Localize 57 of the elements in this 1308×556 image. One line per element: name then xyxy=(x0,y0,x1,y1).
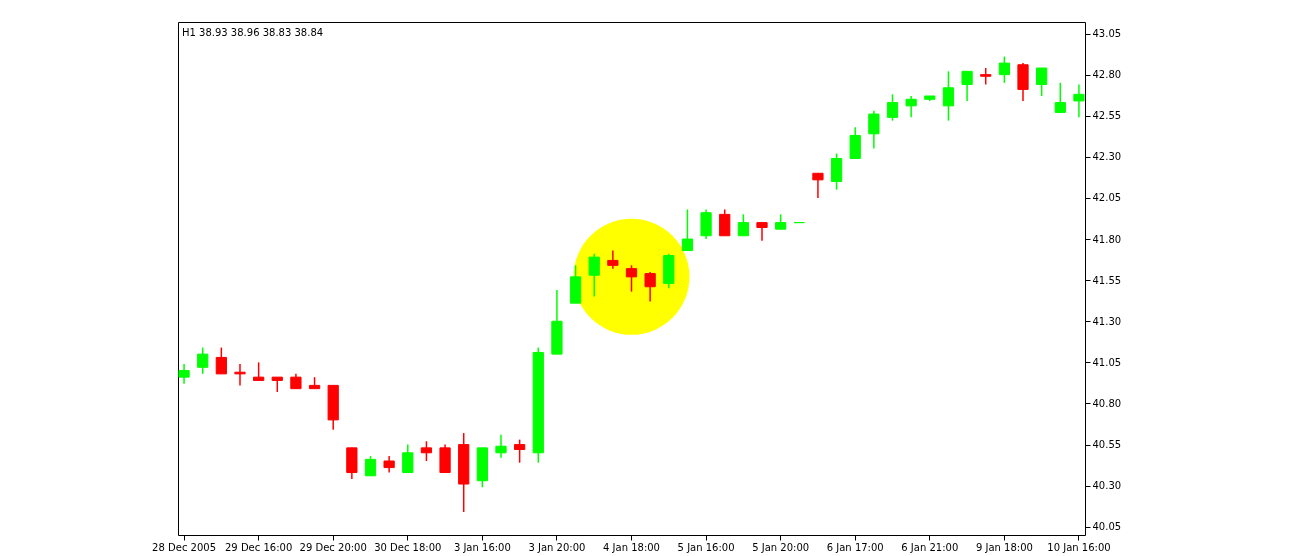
candlestick xyxy=(420,440,433,462)
candlestick xyxy=(253,361,265,382)
chart-title: H1 38.93 38.96 38.83 38.84 xyxy=(182,27,324,38)
candlestick xyxy=(364,455,377,477)
candlestick xyxy=(681,208,694,252)
y-tick-label: 40.05 xyxy=(1092,521,1122,533)
x-tick-label: 4 Jan 18:00 xyxy=(603,541,660,553)
candlestick xyxy=(215,346,227,375)
candlestick xyxy=(961,70,973,102)
candlestick xyxy=(197,346,209,375)
candlestick xyxy=(886,93,899,122)
candlestick xyxy=(495,433,507,459)
x-tick-label: 30 Dec 18:00 xyxy=(374,541,442,553)
candlestick xyxy=(998,55,1010,84)
candlestick xyxy=(1036,67,1048,97)
y-tick-label: 40.55 xyxy=(1092,439,1122,451)
candlestick xyxy=(402,443,414,474)
x-tick-label: 29 Dec 20:00 xyxy=(299,541,367,553)
y-tick-label: 41.30 xyxy=(1092,315,1122,327)
candlestick xyxy=(942,70,955,122)
candlestick xyxy=(756,221,768,242)
candlestick xyxy=(514,438,526,464)
y-tick-label: 42.55 xyxy=(1092,110,1122,122)
x-tick-label: 9 Jan 18:00 xyxy=(975,541,1033,553)
x-tick-label: 6 Jan 17:00 xyxy=(826,541,884,553)
candlestick xyxy=(178,363,190,385)
candlestick xyxy=(1054,82,1066,114)
candlestick xyxy=(234,363,246,387)
y-tick-label: 41.80 xyxy=(1092,233,1122,245)
candlestick xyxy=(644,271,656,303)
candlestick xyxy=(607,249,619,270)
x-tick-label: 5 Jan 16:00 xyxy=(677,541,735,553)
y-tick-label: 42.80 xyxy=(1092,69,1122,81)
y-tick-label: 41.05 xyxy=(1092,356,1122,368)
y-tick-label: 40.80 xyxy=(1092,397,1122,409)
x-tick-label: 29 Dec 16:00 xyxy=(225,541,293,553)
candlestick xyxy=(700,208,712,240)
candlestick xyxy=(812,172,824,199)
x-tick-label: 6 Jan 21:00 xyxy=(901,541,959,553)
candlestick xyxy=(588,253,600,298)
x-tick-label: 28 Dec 2005 xyxy=(152,541,216,553)
y-tick-label: 41.55 xyxy=(1092,274,1122,286)
y-tick-label: 42.05 xyxy=(1092,192,1122,204)
x-tick-label: 5 Jan 20:00 xyxy=(752,541,810,553)
x-tick-label: 3 Jan 20:00 xyxy=(528,541,586,553)
candlestick xyxy=(737,213,749,237)
candlestick xyxy=(849,126,861,160)
y-tick-label: 42.30 xyxy=(1092,151,1122,163)
candlestick xyxy=(625,264,638,293)
x-tick-label: 10 Jan 16:00 xyxy=(1047,541,1111,553)
candlestick xyxy=(830,152,843,191)
y-tick-label: 40.30 xyxy=(1092,480,1122,492)
candlestick xyxy=(868,110,880,150)
candlestick xyxy=(719,208,731,237)
x-tick-label: 3 Jan 16:00 xyxy=(453,541,511,553)
candlestick xyxy=(905,95,917,119)
y-tick-label: 43.05 xyxy=(1092,28,1122,40)
